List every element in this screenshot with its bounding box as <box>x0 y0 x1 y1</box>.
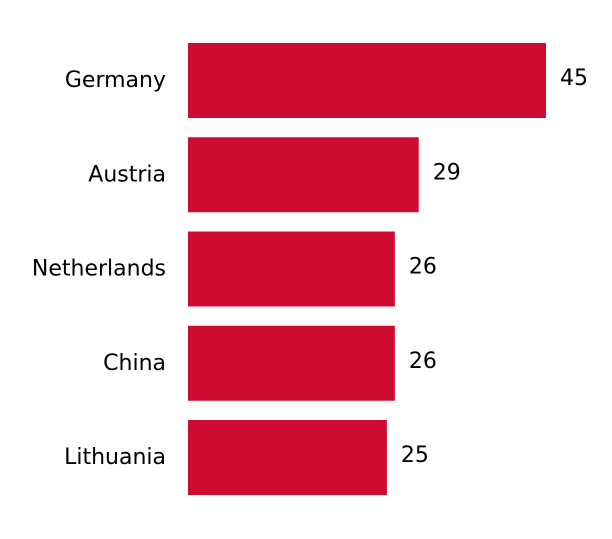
bars-group <box>188 43 546 495</box>
value-label: 29 <box>433 160 461 185</box>
value-labels-group: 45 29 26 26 25 <box>401 66 588 468</box>
bar-austria <box>188 137 419 213</box>
value-label: 26 <box>409 349 437 374</box>
value-label: 45 <box>560 66 588 91</box>
bar-netherlands <box>188 231 395 307</box>
category-label: Lithuania <box>64 445 166 470</box>
category-label: Netherlands <box>32 257 166 282</box>
category-label: Germany <box>65 68 166 93</box>
category-labels-group: Germany Austria Netherlands China Lithuania <box>32 68 166 470</box>
value-label: 26 <box>409 255 437 280</box>
bar-lithuania <box>188 420 387 495</box>
category-label: Austria <box>88 162 166 187</box>
bar-china <box>188 325 395 401</box>
category-label: China <box>103 351 166 376</box>
bar-germany <box>188 43 546 118</box>
value-label: 25 <box>401 443 429 468</box>
